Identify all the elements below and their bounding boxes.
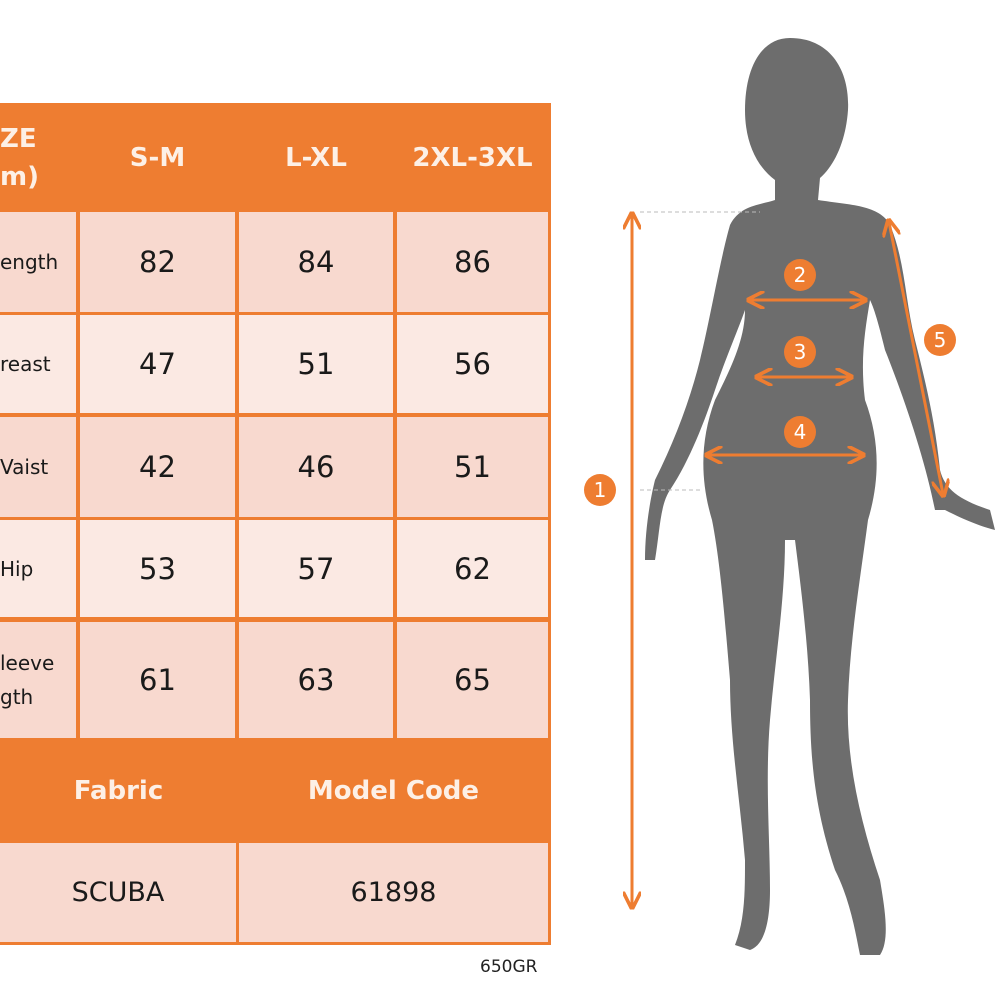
table-cell: 84 xyxy=(239,212,393,312)
table-cell: 51 xyxy=(397,417,548,517)
row-label: Hip xyxy=(0,520,76,617)
size-header: ZE m) xyxy=(0,103,78,212)
fabric-value: SCUBA xyxy=(0,843,236,942)
table-cell: 61 xyxy=(80,622,235,738)
row-label: reast xyxy=(0,315,76,413)
table-cell: 56 xyxy=(397,315,548,413)
marker-number: 4 xyxy=(794,420,807,444)
table-cell: 42 xyxy=(80,417,235,517)
marker-number: 3 xyxy=(794,340,807,364)
table-cell: 53 xyxy=(80,520,235,617)
marker-number: 5 xyxy=(934,328,947,352)
column-header: L-XL xyxy=(239,103,393,212)
table-cell: 65 xyxy=(397,622,548,738)
product-code: 650GR xyxy=(480,957,538,977)
marker-circle xyxy=(784,336,816,368)
body-measurement-figure: 1 2 3 4 5 xyxy=(584,38,995,955)
table-cell: 86 xyxy=(397,212,548,312)
fabric-header: Fabric xyxy=(0,741,237,841)
marker-circle xyxy=(924,324,956,356)
marker-circle xyxy=(784,259,816,291)
table-cell: 51 xyxy=(239,315,393,413)
marker-number: 1 xyxy=(594,478,607,502)
row-label: ength xyxy=(0,212,76,312)
table-cell: 46 xyxy=(239,417,393,517)
table-cell: 62 xyxy=(397,520,548,617)
table-cell: 82 xyxy=(80,212,235,312)
model-code-value: 61898 xyxy=(239,843,548,942)
row-label: Vaist xyxy=(0,417,76,517)
model-code-header: Model Code xyxy=(239,741,548,841)
sleeve-arrow xyxy=(889,222,943,494)
table-cell: 57 xyxy=(239,520,393,617)
marker-number: 2 xyxy=(794,263,807,287)
row-label: leeve gth xyxy=(0,622,76,738)
marker-circle xyxy=(584,474,616,506)
marker-circle xyxy=(784,416,816,448)
table-cell: 47 xyxy=(80,315,235,413)
column-header: S-M xyxy=(80,103,235,212)
table-cell: 63 xyxy=(239,622,393,738)
column-header: 2XL-3XL xyxy=(397,103,548,212)
woman-silhouette xyxy=(645,38,995,955)
